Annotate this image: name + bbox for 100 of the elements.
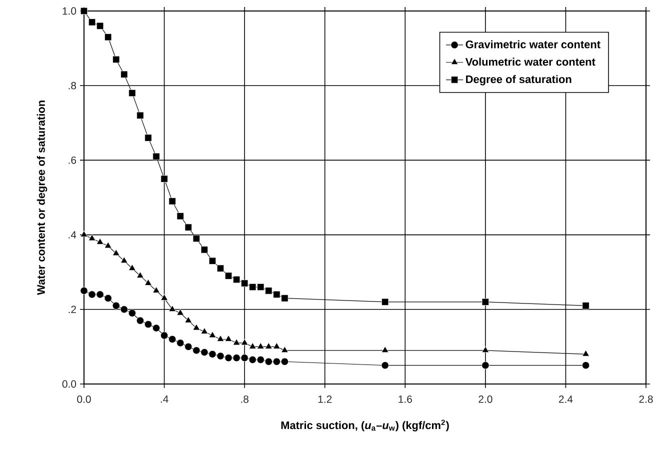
point (224, 335, 232, 342)
point (144, 279, 152, 286)
point (582, 350, 590, 356)
y-tick-label: .2 (68, 306, 76, 314)
point (168, 335, 176, 344)
point (136, 272, 144, 278)
point (232, 276, 240, 284)
point (176, 212, 184, 220)
y-tick-label: 1.0 (62, 7, 76, 15)
point (216, 264, 224, 272)
x-tick-label: .8 (241, 396, 248, 403)
point (224, 354, 232, 362)
point (152, 152, 160, 160)
point (144, 134, 152, 142)
point (192, 324, 200, 330)
point (96, 290, 104, 298)
point (381, 346, 389, 353)
point (136, 112, 144, 120)
point (88, 290, 96, 298)
point (128, 89, 136, 97)
point (273, 342, 280, 349)
point (104, 242, 112, 248)
point (112, 56, 120, 64)
point (224, 272, 232, 280)
point (112, 249, 120, 256)
y-tick-label: .4 (68, 231, 76, 238)
y-tick-label: .8 (68, 82, 76, 90)
x-tick-label: 2.4 (558, 396, 573, 403)
point (104, 294, 112, 302)
point (208, 350, 216, 358)
point (582, 362, 590, 370)
point (200, 246, 208, 254)
point (160, 332, 168, 340)
point (88, 18, 96, 26)
point (248, 356, 256, 364)
point (104, 34, 112, 41)
point (192, 234, 200, 242)
point (240, 280, 248, 287)
x-tick-label: .4 (160, 396, 168, 403)
y-axis-title: Water content or degree of saturation (36, 100, 48, 296)
point (96, 22, 104, 30)
point (88, 234, 96, 241)
point (482, 346, 490, 353)
x-tick-label: 1.2 (318, 396, 332, 403)
point (482, 362, 490, 370)
point (232, 338, 240, 346)
point (200, 348, 208, 356)
point (216, 335, 224, 342)
point (184, 316, 192, 323)
point (80, 230, 88, 237)
point (240, 354, 248, 362)
point (281, 294, 288, 302)
point (273, 290, 280, 298)
x-tick-label: 2.0 (478, 396, 492, 403)
point (232, 354, 240, 362)
point (208, 331, 216, 338)
point (272, 358, 280, 366)
point (152, 286, 160, 293)
point (80, 286, 88, 295)
point (136, 316, 144, 324)
point (120, 306, 128, 314)
point (482, 298, 490, 306)
point (112, 302, 120, 310)
point (264, 358, 272, 366)
text: Matric suction, (u$_{a}$–u$_{w}$) (kgf/cm$^{2}$) (281, 420, 449, 432)
y-tick-label: .6 (68, 156, 76, 164)
legend-label: Degree of saturation (466, 75, 572, 86)
point (381, 362, 389, 370)
point (176, 339, 184, 347)
point (176, 308, 184, 316)
point (96, 238, 104, 244)
point (257, 283, 264, 291)
point (168, 305, 176, 312)
point (128, 309, 136, 317)
point (120, 70, 128, 78)
point (249, 283, 256, 291)
point (192, 346, 200, 354)
legend-label: Gravimetric water content (466, 40, 600, 48)
point (120, 256, 128, 264)
point (184, 224, 192, 231)
point (281, 346, 288, 353)
point (265, 287, 272, 294)
point (582, 302, 590, 310)
x-tick-label: 1.6 (398, 396, 412, 403)
point (280, 358, 288, 366)
point (208, 257, 216, 264)
point (144, 320, 152, 328)
y-tick-label: 0.0 (62, 380, 76, 388)
x-tick-label: 2.8 (639, 396, 653, 403)
point (216, 352, 224, 360)
point (240, 338, 248, 346)
point (184, 342, 192, 350)
point (265, 342, 272, 349)
point (248, 342, 256, 349)
x-tick-label: 0.0 (77, 396, 91, 403)
point (256, 342, 264, 349)
point (200, 328, 208, 334)
point (152, 324, 160, 332)
legend-label: Volumetric water content (465, 58, 596, 66)
point (128, 264, 136, 271)
